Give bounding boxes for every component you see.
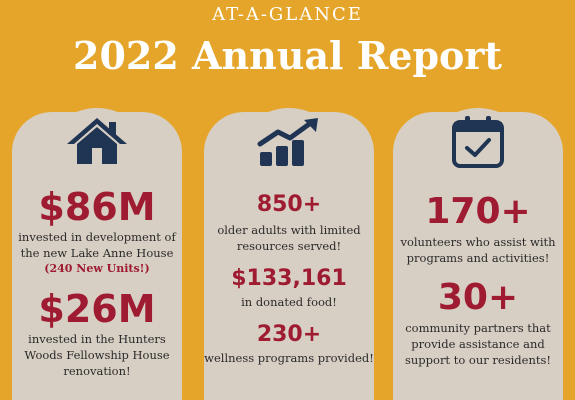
growth-chart-icon — [257, 118, 318, 166]
desc-lake-anne-2: the new Lake Anne House — [20, 246, 174, 260]
page-title: 2022 Annual Report — [73, 33, 502, 78]
house-icon — [67, 118, 127, 164]
desc-hunters-woods-3: renovation! — [63, 364, 131, 378]
stat-volunteers: 170+ — [425, 191, 531, 232]
stat-lake-anne: $86M — [38, 185, 156, 229]
header-kicker: AT-A-GLANCE — [212, 4, 363, 25]
desc-hunters-woods-2: Woods Fellowship House — [24, 348, 170, 362]
desc-donated-food: in donated food! — [241, 295, 337, 309]
stat-donated-food: $133,161 — [231, 266, 347, 291]
calendar-check-icon — [452, 116, 504, 168]
desc-adults-served-1: older adults with limited — [217, 223, 361, 237]
stat-hunters-woods: $26M — [38, 287, 156, 331]
stat-wellness-programs: 230+ — [256, 322, 322, 347]
card-services: 850+ older adults with limited resources… — [204, 108, 374, 400]
desc-volunteers-2: programs and activities! — [406, 251, 550, 265]
stat-community-partners: 30+ — [437, 277, 519, 318]
desc-wellness-programs: wellness programs provided! — [204, 351, 374, 365]
desc-partners-2: provide assistance and — [411, 337, 545, 351]
desc-volunteers-1: volunteers who assist with — [400, 235, 556, 249]
desc-partners-3: support to our residents! — [404, 353, 551, 367]
card-development: $86M invested in development of the new … — [12, 108, 182, 400]
stat-adults-served: 850+ — [256, 192, 322, 217]
card-community: 170+ volunteers who assist with programs… — [393, 108, 563, 400]
note-new-units: (240 New Units!) — [44, 262, 150, 275]
desc-hunters-woods-1: invested in the Hunters — [28, 332, 166, 346]
desc-adults-served-2: resources served! — [236, 239, 342, 253]
desc-partners-1: community partners that — [405, 321, 551, 335]
desc-lake-anne-1: invested in development of — [18, 230, 176, 244]
